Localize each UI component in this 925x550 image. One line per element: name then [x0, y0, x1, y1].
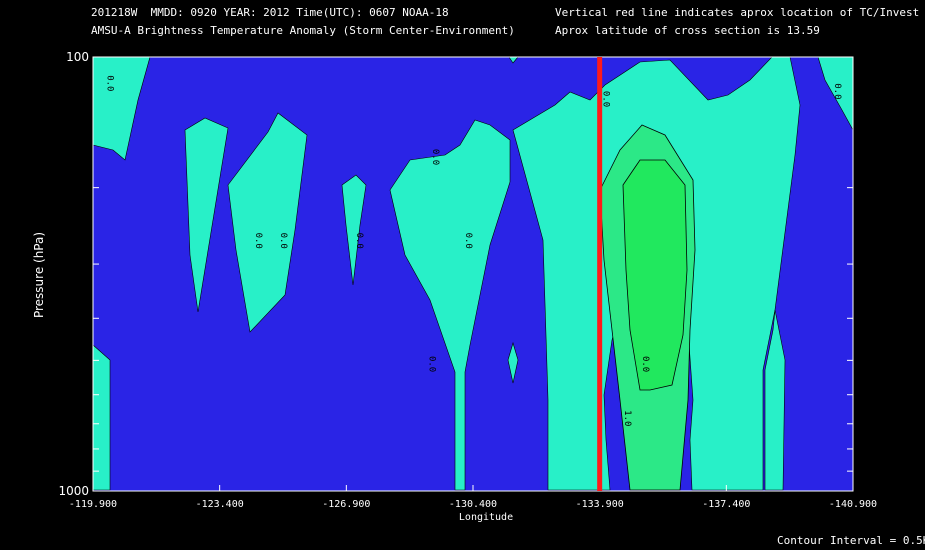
contour-label: 0.0 — [463, 233, 473, 249]
anomaly-gt1-region — [622, 159, 688, 391]
contour-label: 1.0 — [622, 410, 632, 426]
header-line1-right: Vertical red line indicates aprox locati… — [555, 6, 920, 19]
anomaly-region-finger-1 — [184, 117, 229, 313]
x-tick-label: -119.900 — [69, 499, 117, 510]
x-tick-label: -140.900 — [829, 499, 877, 510]
contour-label: 0.0 — [430, 149, 440, 165]
contour-label: 0.0 — [278, 233, 288, 249]
x-tick-label: -123.400 — [196, 499, 244, 510]
y-axis-ticks: 100 1000 — [58, 50, 853, 498]
x-tick-label: -130.400 — [449, 499, 497, 510]
anomaly-region-bottom-left — [92, 344, 111, 491]
contour-label: 0.0 — [104, 75, 114, 91]
contour-label: 0.0 — [253, 233, 263, 249]
contour-label: 0.0 — [832, 83, 842, 99]
y-axis-label: Pressure (hPa) — [32, 232, 46, 318]
anomaly-region-finger-3 — [341, 174, 367, 286]
contour-label: 0.0 — [600, 91, 610, 107]
contour-label: 0.0 — [354, 233, 364, 249]
anomaly-region-finger-2 — [227, 112, 308, 333]
x-tick-label: -133.900 — [576, 499, 624, 510]
y-tick-label: 100 — [66, 50, 89, 64]
anomaly-region-right-spike — [764, 309, 786, 491]
contour-label: 0.0 — [427, 356, 437, 372]
contour-label: 0.0 — [640, 356, 650, 372]
anomaly-region-center-left — [389, 119, 511, 491]
header-line2-left: AMSU-A Brightness Temperature Anomaly (S… — [91, 24, 515, 37]
x-tick-label: -126.900 — [322, 499, 370, 510]
y-tick-label: 1000 — [58, 484, 89, 498]
contour-interval-note: Contour Interval = 0.5K — [777, 534, 925, 547]
header-line1-left: 201218W MMDD: 0920 YEAR: 2012 Time(UTC):… — [91, 6, 449, 19]
header-line2-right: Aprox latitude of cross section is 13.59 — [555, 24, 820, 37]
anomaly-region-diamond — [507, 341, 519, 384]
x-axis-label: Longitude — [459, 512, 513, 523]
contour-labels: 0.0 0.0 0.0 0.0 0.0 0.0 0.0 0.0 0.0 0.0 1.0 — [104, 75, 841, 426]
x-tick-label: -137.400 — [702, 499, 750, 510]
